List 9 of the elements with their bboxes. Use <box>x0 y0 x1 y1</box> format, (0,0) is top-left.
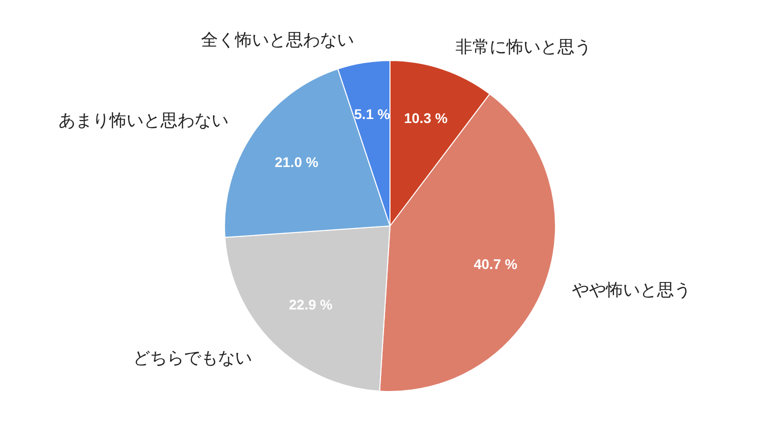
data-label: 21.0 % <box>274 154 319 170</box>
data-label: 40.7 % <box>474 256 518 272</box>
slice-label: どちらでもない <box>132 348 252 368</box>
slice-label: やや怖いと思う <box>572 280 691 301</box>
data-label: 5.1 % <box>354 106 390 122</box>
slice-label: あまり怖いと思わない <box>58 111 228 132</box>
slice-label: 非常に怖いと思う <box>456 38 592 58</box>
slice-label: 全く怖いと思わない <box>201 30 354 50</box>
data-label: 10.3 % <box>404 110 448 126</box>
